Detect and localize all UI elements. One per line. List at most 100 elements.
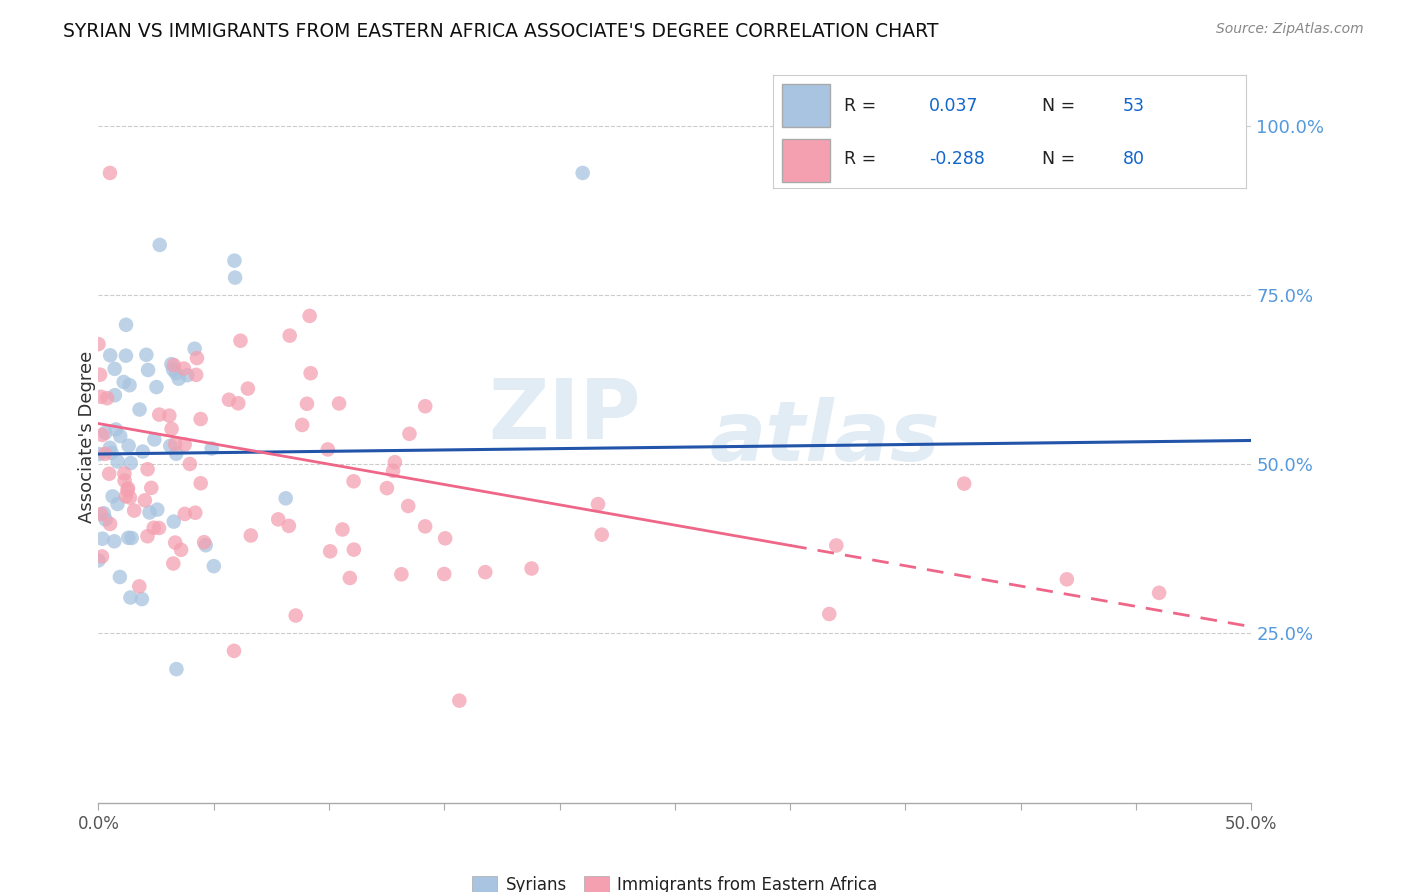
Point xyxy=(146,502,169,516)
Text: SYRIAN VS IMMIGRANTS FROM EASTERN AFRICA ASSOCIATE'S DEGREE CORRELATION CHART: SYRIAN VS IMMIGRANTS FROM EASTERN AFRICA… xyxy=(63,22,939,41)
Point xyxy=(298,309,321,323)
Point xyxy=(163,358,186,372)
Point xyxy=(98,166,121,180)
Point xyxy=(136,462,159,476)
Point xyxy=(138,506,160,520)
Point xyxy=(825,538,848,552)
Point xyxy=(98,467,121,481)
Point xyxy=(118,378,141,392)
Point xyxy=(136,363,159,377)
Point xyxy=(342,475,364,489)
Point xyxy=(148,408,170,422)
Point xyxy=(165,447,187,461)
Point xyxy=(375,481,398,495)
Point xyxy=(520,561,543,575)
Text: atlas: atlas xyxy=(710,397,941,477)
Point xyxy=(128,579,150,593)
Point xyxy=(91,428,114,442)
Point xyxy=(384,455,406,469)
Point xyxy=(159,439,181,453)
Point xyxy=(115,318,138,332)
Point xyxy=(160,357,183,371)
Point xyxy=(183,342,205,356)
Point xyxy=(120,591,142,605)
Point xyxy=(167,372,190,386)
Point xyxy=(112,375,135,389)
Point xyxy=(149,238,172,252)
Point xyxy=(145,380,167,394)
Point xyxy=(114,467,136,481)
Point xyxy=(382,464,405,478)
Point xyxy=(108,429,131,443)
Point xyxy=(157,409,180,423)
Point xyxy=(316,442,339,457)
Point xyxy=(90,507,112,521)
Point xyxy=(1286,220,1309,235)
Point xyxy=(118,491,141,505)
Point xyxy=(104,422,127,436)
Point xyxy=(202,559,225,574)
Point xyxy=(162,557,184,571)
Point xyxy=(319,544,342,558)
Point xyxy=(94,447,117,461)
Point xyxy=(571,166,593,180)
Point xyxy=(449,693,471,707)
Point xyxy=(173,437,195,451)
Point xyxy=(100,446,122,460)
Point xyxy=(173,507,195,521)
Point xyxy=(117,531,139,545)
Point xyxy=(89,368,111,382)
Point xyxy=(108,570,131,584)
Point xyxy=(114,474,136,488)
Point xyxy=(291,417,314,432)
Point xyxy=(87,337,110,351)
Point xyxy=(236,382,259,396)
Point xyxy=(98,348,121,362)
Point xyxy=(328,396,350,410)
Point xyxy=(1056,572,1078,586)
Y-axis label: Associate's Degree: Associate's Degree xyxy=(79,351,96,524)
Point xyxy=(343,542,366,557)
Point xyxy=(104,361,127,376)
Point xyxy=(165,535,187,549)
Point xyxy=(98,516,121,531)
Point xyxy=(121,531,143,545)
Point xyxy=(143,433,166,447)
Point xyxy=(201,442,224,456)
Point xyxy=(128,402,150,417)
Point xyxy=(135,348,157,362)
Point xyxy=(165,366,187,380)
Point xyxy=(93,506,115,520)
Point xyxy=(193,535,215,549)
Point xyxy=(1147,586,1170,600)
Point xyxy=(190,412,212,426)
Point xyxy=(91,532,114,546)
Point xyxy=(134,493,156,508)
Point xyxy=(90,390,112,404)
Point xyxy=(389,567,412,582)
Point xyxy=(186,351,208,365)
Point xyxy=(398,426,420,441)
Text: ZIP: ZIP xyxy=(488,375,640,456)
Point xyxy=(132,444,155,458)
Point xyxy=(163,515,186,529)
Point xyxy=(224,253,246,268)
Point xyxy=(148,521,170,535)
Point xyxy=(184,506,207,520)
Point xyxy=(170,542,193,557)
Point xyxy=(117,483,139,497)
Point xyxy=(277,519,299,533)
Point xyxy=(274,491,297,506)
Legend: Syrians, Immigrants from Eastern Africa: Syrians, Immigrants from Eastern Africa xyxy=(465,870,884,892)
Point xyxy=(267,512,290,526)
Point xyxy=(117,481,139,495)
Point xyxy=(818,607,841,621)
Point xyxy=(434,532,457,546)
Point xyxy=(96,391,118,405)
Point xyxy=(218,392,240,407)
Point xyxy=(160,422,183,436)
Point xyxy=(224,270,246,285)
Point xyxy=(107,454,129,468)
Point xyxy=(229,334,252,348)
Point xyxy=(179,457,201,471)
